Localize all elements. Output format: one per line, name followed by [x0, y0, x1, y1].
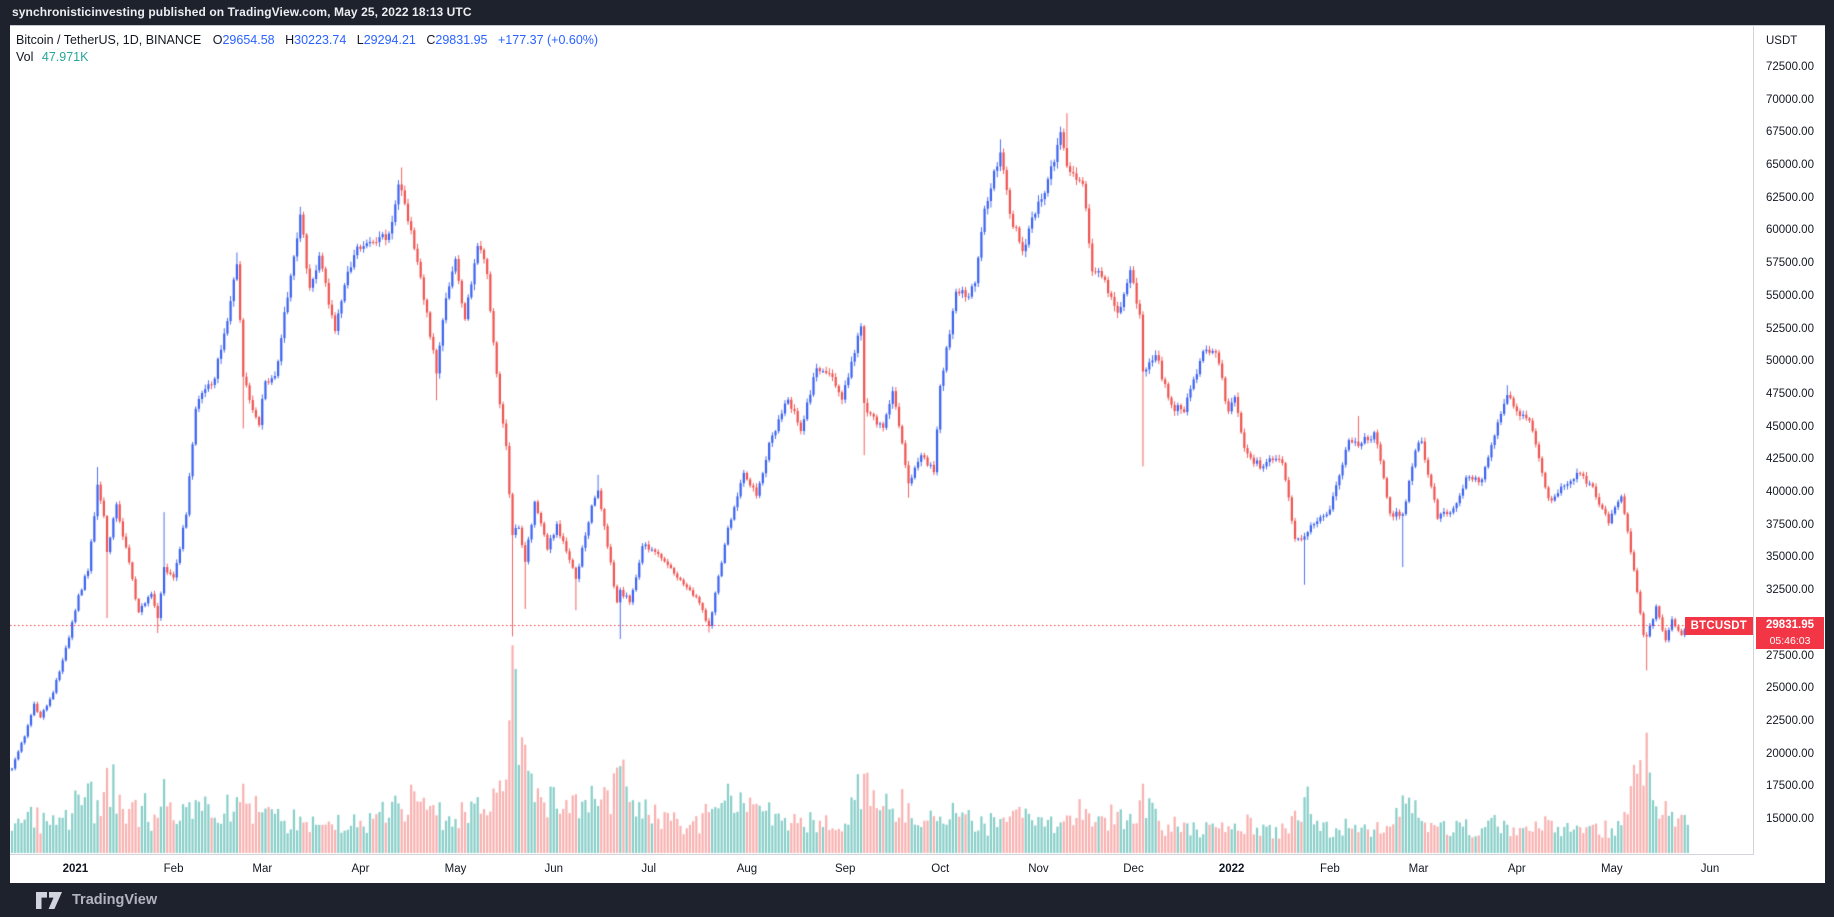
- time-axis-label: Dec: [1123, 863, 1144, 875]
- price-axis-label: 17500.00: [1766, 780, 1814, 793]
- attribution-bar: synchronisticinvesting published on Trad…: [0, 0, 1834, 25]
- time-axis-label: 2021: [62, 863, 89, 875]
- price-axis-label: 57500.00: [1766, 257, 1814, 270]
- volume-label: Vol: [16, 50, 34, 64]
- time-axis-label: Oct: [931, 863, 950, 875]
- time-axis[interactable]: 2021 Feb Mar Apr May Jun Jul Aug Sep Oct Nov Dec 202…: [10, 854, 1825, 883]
- price-axis-label: 32500.00: [1766, 584, 1814, 597]
- price-axis-label: 20000.00: [1766, 747, 1814, 760]
- symbol-title: Bitcoin / TetherUS, 1D, BINANCE: [16, 33, 202, 47]
- symbol-price-flag: BTCUSDT: [1684, 616, 1753, 635]
- price-axis-label: 70000.00: [1766, 93, 1814, 106]
- price-axis-label: 25000.00: [1766, 682, 1814, 695]
- time-axis-label: Mar: [1408, 863, 1429, 875]
- time-axis-label: May: [1600, 863, 1623, 875]
- ohlc-low-value: 29294.21: [363, 33, 416, 47]
- time-axis-label: Sep: [834, 863, 856, 875]
- price-axis-label: 15000.00: [1766, 813, 1814, 825]
- price-axis-label: 40000.00: [1766, 486, 1814, 498]
- tradingview-brand-link[interactable]: TradingView: [36, 890, 157, 910]
- ohlc-close-value: 29831.95: [435, 33, 488, 47]
- time-axis-label: Nov: [1028, 863, 1049, 875]
- price-axis-label: 47500.00: [1766, 387, 1814, 400]
- time-axis-label: Aug: [736, 863, 758, 875]
- price-axis[interactable]: USDT 29831.95 05:46:03 72500.00 70000.00 6…: [1753, 26, 1825, 855]
- price-axis-label: 35000.00: [1766, 551, 1814, 564]
- price-axis-label: 42500.00: [1766, 453, 1814, 466]
- price-axis-label: 50000.00: [1766, 355, 1814, 368]
- time-axis-label: Jul: [641, 863, 657, 875]
- bar-close-countdown: 05:46:03: [1756, 633, 1824, 649]
- last-price-axis-label: 29831.95: [1756, 616, 1824, 634]
- chart-legend: Bitcoin / TetherUS, 1D, BINANCE O29654.5…: [16, 33, 598, 64]
- volume-value: 47.971K: [41, 50, 89, 64]
- tradingview-logo-icon: [36, 891, 62, 909]
- time-axis-label: Apr: [351, 863, 370, 875]
- tradingview-brand-text: TradingView: [72, 892, 158, 908]
- price-axis-label: 72500.00: [1766, 60, 1814, 73]
- time-axis-label: Mar: [252, 863, 273, 875]
- price-axis-currency: USDT: [1766, 35, 1798, 47]
- price-axis-label: 45000.00: [1766, 420, 1814, 433]
- ohlc-high-value: 30223.74: [294, 33, 347, 47]
- attribution-text: synchronisticinvesting published on Trad…: [12, 5, 472, 19]
- ohlc-close-label: C: [426, 33, 436, 47]
- price-axis-label: 27500.00: [1766, 649, 1814, 662]
- price-axis-label: 65000.00: [1766, 159, 1814, 171]
- change-value: +177.37 (+0.60%): [498, 33, 599, 47]
- price-axis-label: 37500.00: [1766, 518, 1814, 531]
- time-axis-label: Jun: [1700, 863, 1720, 875]
- ohlc-open-label: O: [212, 33, 223, 47]
- price-axis-label: 52500.00: [1766, 322, 1814, 335]
- time-axis-label: May: [444, 863, 467, 875]
- price-axis-label: 22500.00: [1766, 714, 1814, 727]
- time-axis-label: 2022: [1218, 863, 1245, 875]
- ohlc-low-label: L: [356, 33, 364, 47]
- ohlc-high-label: H: [285, 33, 295, 47]
- time-axis-label: Jun: [544, 863, 563, 875]
- footer-bar: TradingView: [0, 882, 1834, 917]
- time-axis-label: Apr: [1507, 863, 1526, 875]
- chart-panel: Bitcoin / TetherUS, 1D, BINANCE O29654.5…: [10, 25, 1825, 883]
- time-axis-label: Feb: [163, 863, 184, 875]
- price-axis-label: 67500.00: [1766, 126, 1814, 139]
- price-axis-label: 60000.00: [1766, 224, 1814, 237]
- price-axis-label: 55000.00: [1766, 289, 1814, 302]
- candlestick-chart-canvas[interactable]: [10, 27, 1753, 854]
- time-axis-label: Feb: [1319, 863, 1340, 875]
- price-axis-label: 62500.00: [1766, 191, 1814, 204]
- ohlc-open-value: 29654.58: [222, 33, 275, 47]
